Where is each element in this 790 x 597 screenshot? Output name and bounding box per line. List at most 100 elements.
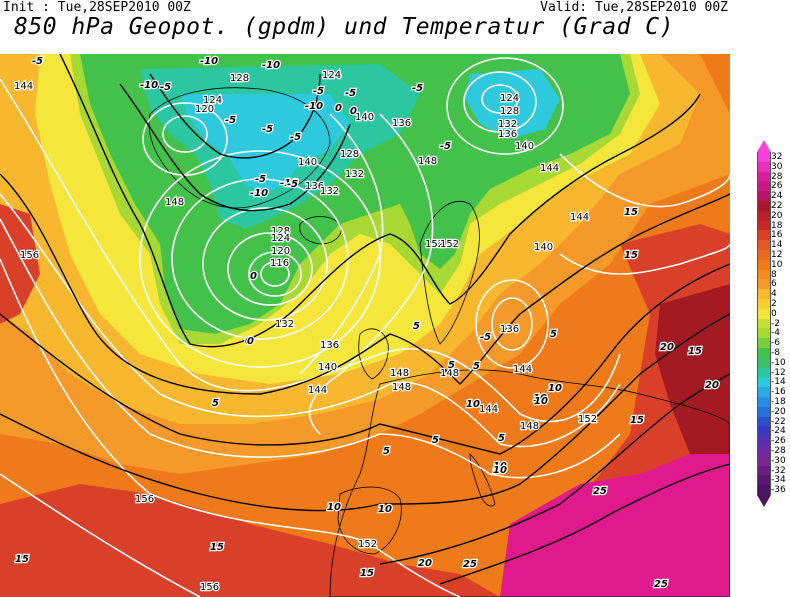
temperature-label: -5 [345,88,356,99]
geopotential-label: 136 [392,118,411,129]
temperature-label: -5 [412,83,423,94]
temperature-label: 15 [630,415,644,426]
colorbar-swatch [757,279,771,290]
temperature-label: 10 [378,504,392,515]
geopotential-label: 156 [200,582,219,593]
coastline-greenland [148,87,331,209]
colorbar-swatch [757,181,771,192]
colorbar-swatch [757,250,771,260]
geopotential-label: 120 [195,104,214,115]
colorbar-swatch [757,348,771,358]
geopotential-contour-layer [0,57,730,597]
temperature-label: 15 [360,568,374,579]
geopotential-label: 128 [340,149,359,160]
colorbar-swatch [757,152,771,162]
temperature-label: -5 [225,115,236,126]
geopotential-label: 132 [498,119,517,130]
colorbar-swatch [757,220,771,231]
temperature-label: 15 [210,542,224,553]
temperature-label: -5 [32,56,43,67]
geopot-contour-140 [308,113,434,435]
geopotential-label: 140 [318,362,337,373]
colorbar-label: -30 [771,455,786,466]
temp-contour-10 [0,263,730,455]
geopot-contour-156 [0,258,461,597]
temperature-label: 0 [247,336,254,347]
colorbar-label: 28 [771,171,783,182]
geopotential-label: 120 [271,246,290,257]
colorbar-label: -2 [771,318,780,329]
fill-dark-red [655,284,730,474]
geopot-low-center-east-1 [491,297,533,351]
colorbar-label: 4 [771,289,777,300]
geopotential-label: 152 [425,239,444,250]
temperature-label: 10 [327,502,341,513]
geopotential-label: 128 [271,226,290,237]
temp-contour-minus5 [119,83,351,212]
colorbar-swatch [757,455,771,466]
geopotential-label: 116 [270,258,289,269]
colorbar-swatch [757,328,771,339]
temperature-label: 25 [654,579,668,590]
colorbar-swatch [757,299,771,309]
temp-contour-25 [439,463,730,585]
colorbar-label: 16 [771,230,783,241]
geopot-low-center-nw-2 [142,102,228,176]
temperature-colorbar: 32 30 28 26 24 22 20 18 16 14 12 10 8 6 4 2 0 -2 -4 -6 -8 -10… [752,140,790,510]
temperature-label: -5 [287,179,298,190]
temperature-label: 15 [688,346,702,357]
fill-cyan-small [465,69,560,139]
geopot-contour-148 [0,193,621,448]
colorbar-label: 14 [771,240,783,251]
geopot-low-ring-4 [202,207,328,321]
colorbar-label: 18 [771,220,783,231]
colorbar-label: 20 [771,210,783,221]
colorbar-swatch [757,201,771,211]
colorbar-label: -20 [771,406,786,417]
colorbar-label: 30 [771,161,783,172]
colorbar-label: 6 [771,279,777,290]
colorbar-label: -22 [771,416,786,427]
temperature-label: 10 [548,383,562,394]
geopotential-label: 128 [500,106,519,117]
fill-cyan [180,94,350,194]
geopotential-label: 132 [345,169,364,180]
temperature-label: -10 [250,188,268,199]
geopotential-label: 148 [390,368,409,379]
colorbar-label: -16 [771,387,786,398]
coastline-iberia [337,486,402,555]
temperature-contour-layer [0,54,730,585]
temperature-label: -5 [290,132,301,143]
geopot-low-ring-6 [139,150,381,368]
weather-map: 144 128 124 120 124 140 136 132 128 140 136 132 128 1… [0,54,730,597]
geopot-contour-156b [0,473,201,597]
geopot-low-center-north-2 [463,71,537,133]
colorbar-label: -24 [771,426,786,437]
temp-contour-20 [379,373,730,565]
geopotential-label: 136 [500,324,519,335]
temperature-label: -10 [200,56,218,67]
colorbar-swatch [757,406,771,417]
colorbar-label: -4 [771,328,780,339]
fill-magenta [500,454,730,597]
temp-contour-5 [0,173,730,395]
coastline-scandinavia [419,201,480,345]
colorbar-swatch [757,436,771,446]
temperature-label: -5 [255,174,266,185]
temperature-label: 5 [448,360,455,371]
temperature-label: 5 [432,435,439,446]
temperature-label: -5 [313,86,324,97]
geopot-contour-152 [0,218,621,479]
colorbar-swatch [757,210,771,221]
temperature-label: -10 [140,80,158,91]
geopotential-label: 144 [540,163,559,174]
colorbar-swatch [757,318,771,329]
geopot-low-center-north-1 [481,84,519,114]
geopotential-label: 152 [358,539,377,550]
temperature-label: 10 [493,465,507,476]
temperature-label: 5 [498,433,505,444]
temperature-label: -5 [480,332,491,343]
init-time-label: Init : Tue,28SEP2010 00Z [3,0,191,15]
colorbar-label: 26 [771,181,783,192]
